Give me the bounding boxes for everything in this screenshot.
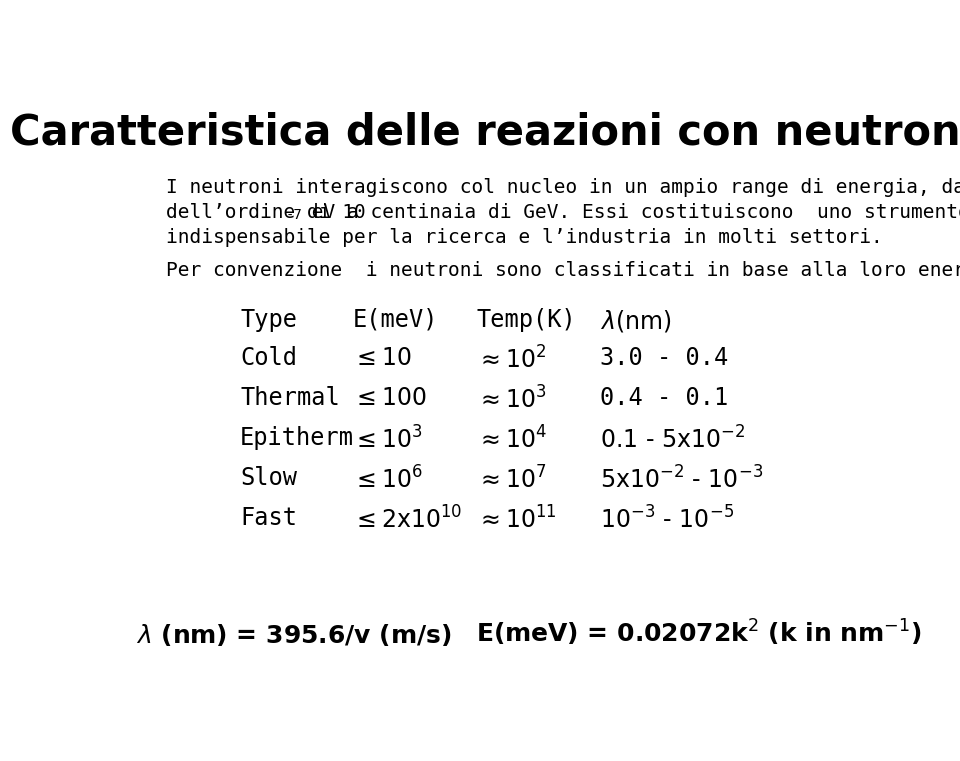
- Text: $\approx 10^{2}$: $\approx 10^{2}$: [476, 346, 546, 374]
- Text: 10$^{-3}$ - 10$^{-5}$: 10$^{-3}$ - 10$^{-5}$: [601, 506, 734, 533]
- Text: 5x10$^{-2}$ - 10$^{-3}$: 5x10$^{-2}$ - 10$^{-3}$: [601, 466, 764, 494]
- Text: E(meV): E(meV): [352, 307, 438, 332]
- Text: 3.0 - 0.4: 3.0 - 0.4: [601, 346, 729, 370]
- Text: I neutroni interagiscono col nucleo in un ampio range di energia, da energie: I neutroni interagiscono col nucleo in u…: [166, 178, 960, 197]
- Text: $\approx 10^{7}$: $\approx 10^{7}$: [476, 466, 547, 494]
- Text: $\leq$100: $\leq$100: [352, 387, 427, 410]
- Text: $\leq 10^{6}$: $\leq 10^{6}$: [352, 466, 423, 494]
- Text: -7: -7: [286, 208, 302, 221]
- Text: $\leq 10^{3}$: $\leq 10^{3}$: [352, 426, 423, 454]
- Text: Cold: Cold: [240, 346, 298, 370]
- Text: 0.4 - 0.1: 0.4 - 0.1: [601, 387, 729, 410]
- Text: Epitherm: Epitherm: [240, 426, 354, 451]
- Text: Caratteristica delle reazioni con neutroni: Caratteristica delle reazioni con neutro…: [10, 111, 960, 153]
- Text: $\approx 10^{11}$: $\approx 10^{11}$: [476, 506, 557, 533]
- Text: $\leq$2x10$^{10}$: $\leq$2x10$^{10}$: [352, 506, 463, 533]
- Text: Slow: Slow: [240, 466, 298, 490]
- Text: Fast: Fast: [240, 506, 298, 530]
- Text: $\lambda$(nm): $\lambda$(nm): [601, 307, 672, 333]
- Text: Temp(K): Temp(K): [476, 307, 576, 332]
- Text: $\approx 10^{3}$: $\approx 10^{3}$: [476, 387, 547, 413]
- Text: dell’ordine di 10: dell’ordine di 10: [166, 203, 367, 222]
- Text: Type: Type: [240, 307, 298, 332]
- Text: $\lambda$ (nm) = 395.6/v (m/s): $\lambda$ (nm) = 395.6/v (m/s): [135, 622, 451, 648]
- Text: $\approx 10^{4}$: $\approx 10^{4}$: [476, 426, 547, 454]
- Text: Thermal: Thermal: [240, 387, 340, 410]
- Text: E(meV) = 0.02072k$^{2}$ (k in nm$^{-1}$): E(meV) = 0.02072k$^{2}$ (k in nm$^{-1}$): [476, 618, 922, 648]
- Text: eV a centinaia di GeV. Essi costituiscono  uno strumento: eV a centinaia di GeV. Essi costituiscon…: [300, 203, 960, 222]
- Text: 0.1 - 5x10$^{-2}$: 0.1 - 5x10$^{-2}$: [601, 426, 746, 454]
- Text: $\leq$10: $\leq$10: [352, 346, 412, 370]
- Text: indispensabile per la ricerca e l’industria in molti settori.: indispensabile per la ricerca e l’indust…: [166, 228, 883, 247]
- Text: Per convenzione  i neutroni sono classificati in base alla loro energia.: Per convenzione i neutroni sono classifi…: [166, 262, 960, 281]
